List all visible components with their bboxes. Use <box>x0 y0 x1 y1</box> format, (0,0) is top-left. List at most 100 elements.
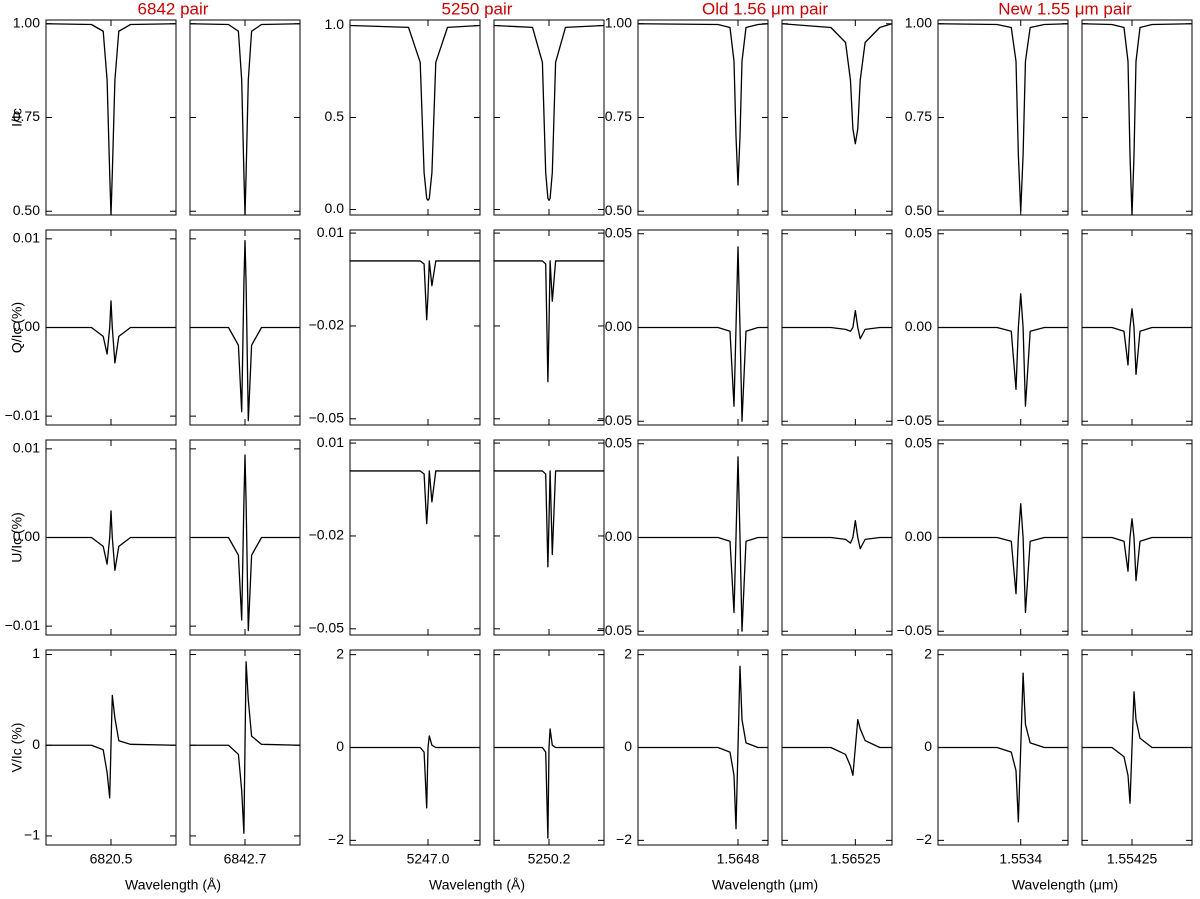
profile-line <box>190 454 300 632</box>
y-tick-label: 0.50 <box>905 202 932 218</box>
panel-frame <box>781 19 893 216</box>
y-tick-label: −1 <box>24 827 40 843</box>
profile-line <box>350 260 480 321</box>
y-tick-label: 1.00 <box>605 14 632 30</box>
x-tick-label: 5247.0 <box>407 851 450 867</box>
profile-line <box>350 470 480 525</box>
profile-line <box>494 470 604 568</box>
panel-frame <box>189 19 301 216</box>
group-title: Old 1.56 μm pair <box>702 0 828 18</box>
profile-line <box>938 293 1068 407</box>
y-tick-label: 0.05 <box>905 434 932 450</box>
panel-frame <box>349 439 481 636</box>
y-tick-label: 0.01 <box>317 434 344 450</box>
profile-line <box>493 24 605 201</box>
y-tick-label: 0.00 <box>13 318 40 334</box>
y-tick-label: 0.50 <box>13 202 40 218</box>
y-tick-label: −0.01 <box>5 617 41 633</box>
y-tick-label: −2 <box>916 831 932 847</box>
row-label: Q/Ic (%) <box>9 302 25 353</box>
x-tick-label: 1.56525 <box>830 851 881 867</box>
y-tick-label: −2 <box>328 831 344 847</box>
y-tick-label: 0 <box>32 736 40 752</box>
y-tick-label: 0.00 <box>605 528 632 544</box>
row-label: V/Ic (%) <box>9 723 25 773</box>
x-tick-label: 1.5534 <box>999 851 1042 867</box>
x-tick-label: 6842.7 <box>224 851 267 867</box>
x-axis-label: Wavelength (Å) <box>125 877 221 893</box>
y-tick-label: −0.05 <box>897 412 933 428</box>
panel-frame <box>45 19 177 216</box>
y-tick-label: −2 <box>616 831 632 847</box>
y-tick-label: 2 <box>624 645 632 661</box>
profile-line <box>46 510 176 571</box>
y-tick-label: 0.75 <box>905 108 932 124</box>
panel-frame <box>493 19 605 216</box>
y-tick-label: 0.00 <box>905 528 932 544</box>
y-tick-label: 0.05 <box>605 434 632 450</box>
y-tick-label: 0.0 <box>325 200 345 216</box>
y-tick-label: 0.00 <box>905 318 932 334</box>
profile-line <box>1081 23 1193 216</box>
x-tick-label: 5250.2 <box>528 851 571 867</box>
y-tick-label: 0.01 <box>13 440 40 456</box>
y-tick-label: −0.01 <box>5 407 41 423</box>
y-tick-label: 0.00 <box>13 528 40 544</box>
y-tick-label: 0.05 <box>605 224 632 240</box>
y-tick-label: −0.02 <box>309 527 345 543</box>
y-tick-label: 0.5 <box>325 108 345 124</box>
y-tick-label: 0.01 <box>13 230 40 246</box>
x-axis-label: Wavelength (μm) <box>712 877 818 893</box>
y-tick-label: 2 <box>336 645 344 661</box>
y-tick-label: 0.00 <box>605 318 632 334</box>
profile-line <box>190 661 301 834</box>
y-tick-label: 0.75 <box>605 108 632 124</box>
y-tick-label: 1.00 <box>13 14 40 30</box>
profile-line <box>782 309 892 340</box>
panel-frame <box>637 19 769 216</box>
profile-line <box>638 246 768 422</box>
profile-line <box>1082 691 1192 804</box>
profile-line <box>638 665 768 830</box>
y-tick-label: 0 <box>336 738 344 754</box>
profile-line <box>782 718 892 777</box>
row-label: I/Ic <box>9 108 25 127</box>
y-tick-label: 0 <box>924 738 932 754</box>
profile-line <box>938 672 1068 823</box>
profile-line <box>45 23 177 216</box>
profile-line <box>781 23 893 145</box>
y-tick-label: 0.01 <box>317 224 344 240</box>
profile-line <box>350 735 480 809</box>
y-tick-label: 1.00 <box>905 14 932 30</box>
group-title: 5250 pair <box>442 0 513 18</box>
y-tick-label: −0.02 <box>309 317 345 333</box>
profile-line <box>190 239 300 422</box>
profile-line <box>1082 518 1192 582</box>
profile-line <box>638 456 768 632</box>
y-tick-label: 1.0 <box>325 16 345 32</box>
profile-line <box>938 503 1068 614</box>
x-tick-label: 1.5648 <box>717 851 760 867</box>
group-title: 6842 pair <box>138 0 209 18</box>
y-tick-label: −0.05 <box>597 622 633 638</box>
profile-line <box>782 519 892 550</box>
x-tick-label: 1.55425 <box>1107 851 1158 867</box>
y-tick-label: −0.05 <box>309 410 345 426</box>
y-tick-label: 0.50 <box>605 202 632 218</box>
group-title: New 1.55 μm pair <box>998 0 1132 18</box>
panel-frame <box>937 19 1069 216</box>
y-tick-label: −0.05 <box>897 622 933 638</box>
profile-line <box>46 300 176 364</box>
profile-line <box>46 694 177 799</box>
panel-frame <box>349 19 481 216</box>
x-axis-label: Wavelength (Å) <box>429 877 525 893</box>
y-tick-label: −0.05 <box>597 412 633 428</box>
y-tick-label: 0 <box>624 738 632 754</box>
x-axis-label: Wavelength (μm) <box>1012 877 1118 893</box>
x-tick-label: 6820.5 <box>90 851 133 867</box>
y-tick-label: 2 <box>924 645 932 661</box>
profile-line <box>937 23 1069 212</box>
profile-line <box>349 24 481 201</box>
y-tick-label: 1 <box>32 645 40 661</box>
